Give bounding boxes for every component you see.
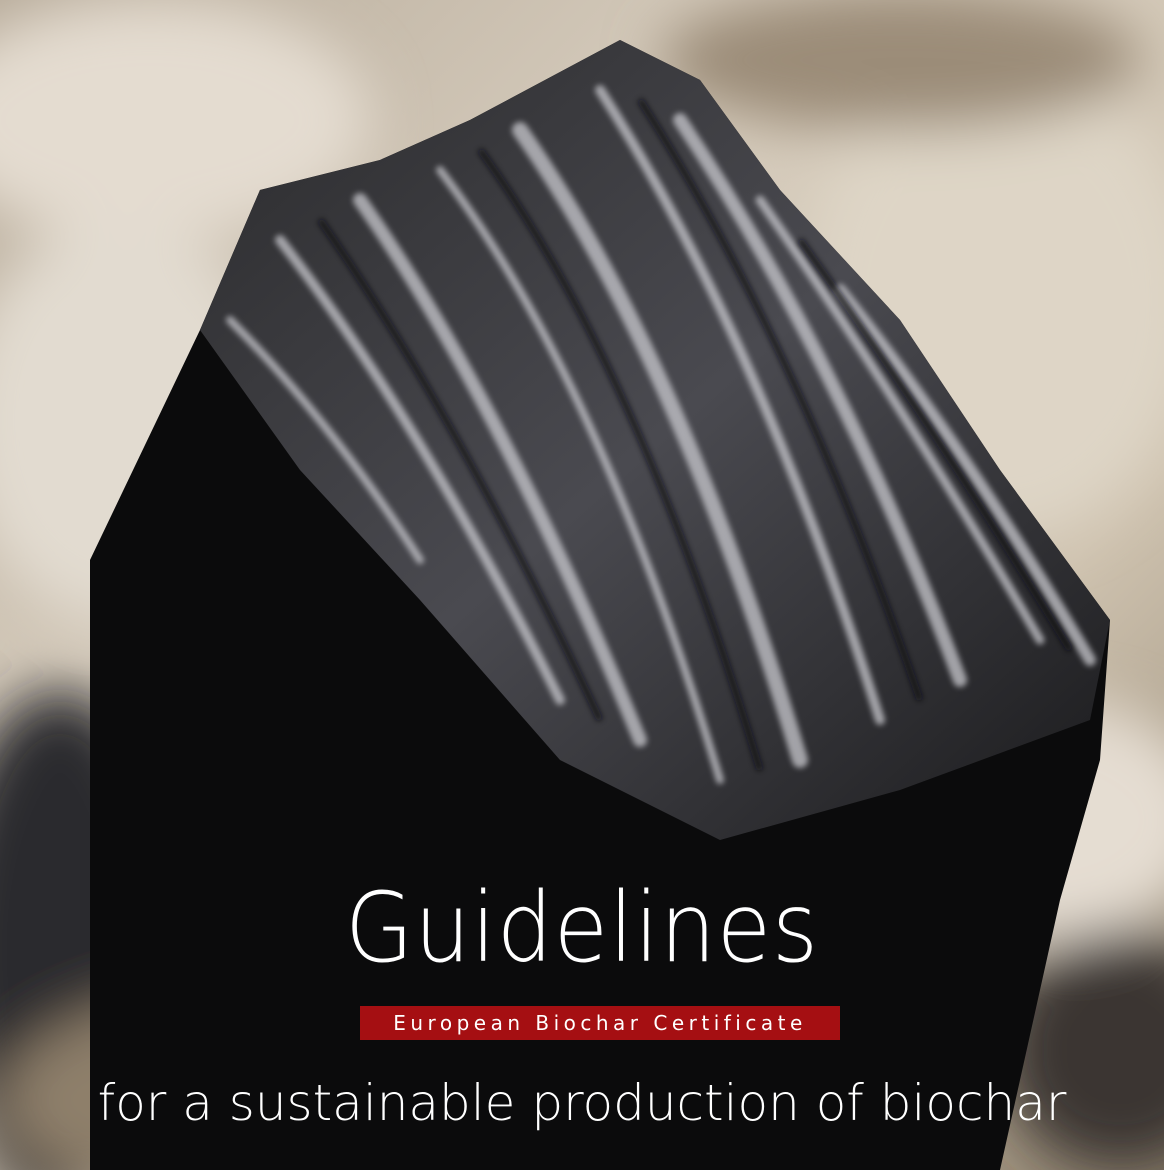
cover-title: Guidelines	[345, 872, 819, 984]
cover-banner: European Biochar Certificate	[360, 1006, 840, 1040]
cover-subtitle: for a sustainable production of biochar	[97, 1074, 1067, 1132]
